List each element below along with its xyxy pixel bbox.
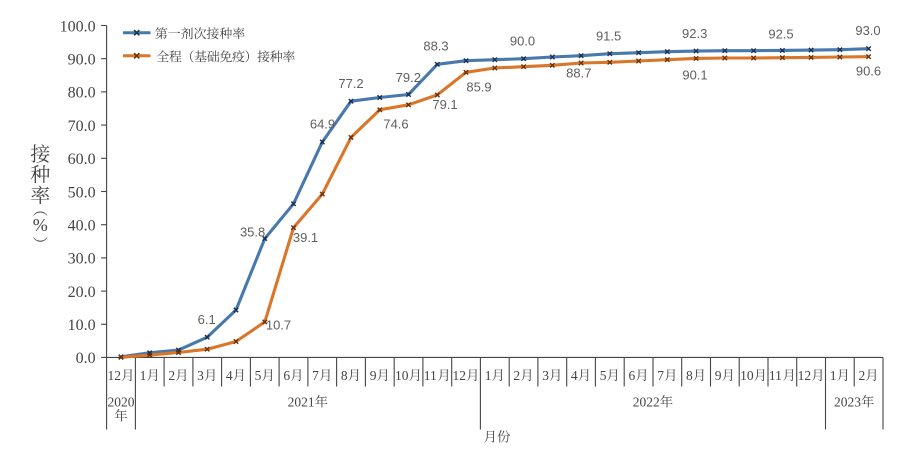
svg-text:100.0: 100.0 bbox=[60, 18, 96, 35]
svg-text:79.1: 79.1 bbox=[432, 97, 457, 112]
svg-text:3: 3 bbox=[542, 368, 549, 383]
svg-text:2: 2 bbox=[513, 368, 520, 383]
svg-text:2021: 2021 bbox=[288, 395, 315, 410]
svg-text:%: % bbox=[33, 215, 48, 235]
svg-text:5: 5 bbox=[255, 368, 262, 383]
svg-text:9: 9 bbox=[715, 368, 722, 383]
svg-text:10.7: 10.7 bbox=[266, 318, 291, 333]
svg-text:70.0: 70.0 bbox=[68, 118, 96, 135]
svg-text:85.9: 85.9 bbox=[466, 79, 491, 94]
svg-text:12: 12 bbox=[798, 368, 812, 383]
svg-text:30.0: 30.0 bbox=[68, 251, 96, 268]
svg-text:3: 3 bbox=[197, 368, 204, 383]
svg-text:2020: 2020 bbox=[108, 395, 135, 410]
svg-text:1: 1 bbox=[485, 368, 492, 383]
svg-text:2: 2 bbox=[168, 368, 175, 383]
svg-text:90.1: 90.1 bbox=[682, 67, 707, 82]
svg-text:8: 8 bbox=[341, 368, 348, 383]
svg-text:2022: 2022 bbox=[633, 395, 660, 410]
svg-text:93.0: 93.0 bbox=[855, 23, 880, 38]
svg-text:88.3: 88.3 bbox=[423, 39, 448, 54]
svg-text:92.3: 92.3 bbox=[682, 26, 707, 41]
svg-text:79.2: 79.2 bbox=[396, 70, 421, 85]
svg-text:2023: 2023 bbox=[834, 395, 861, 410]
svg-text:11: 11 bbox=[424, 368, 437, 383]
svg-text:64.9: 64.9 bbox=[310, 116, 335, 131]
svg-text:4: 4 bbox=[226, 368, 233, 383]
svg-text:77.2: 77.2 bbox=[338, 76, 363, 91]
svg-text:35.8: 35.8 bbox=[240, 225, 265, 240]
svg-text:7: 7 bbox=[312, 368, 319, 383]
svg-text:80.0: 80.0 bbox=[68, 85, 96, 102]
svg-text:7: 7 bbox=[657, 368, 664, 383]
svg-text:50.0: 50.0 bbox=[68, 184, 96, 201]
svg-text:60.0: 60.0 bbox=[68, 151, 96, 168]
svg-text:90.0: 90.0 bbox=[510, 34, 535, 49]
svg-text:12: 12 bbox=[108, 368, 122, 383]
svg-text:4: 4 bbox=[571, 368, 578, 383]
svg-text:10: 10 bbox=[740, 368, 754, 383]
svg-text:12: 12 bbox=[453, 368, 467, 383]
svg-text:6: 6 bbox=[283, 368, 290, 383]
svg-text:2: 2 bbox=[859, 368, 866, 383]
svg-text:90.6: 90.6 bbox=[856, 64, 881, 79]
svg-text:8: 8 bbox=[686, 368, 693, 383]
svg-text:10.0: 10.0 bbox=[68, 317, 96, 334]
svg-text:1: 1 bbox=[140, 368, 147, 383]
svg-text:0.0: 0.0 bbox=[76, 350, 96, 367]
svg-text:74.6: 74.6 bbox=[383, 117, 408, 132]
svg-text:90.0: 90.0 bbox=[68, 52, 96, 69]
svg-text:6: 6 bbox=[629, 368, 636, 383]
svg-text:10: 10 bbox=[395, 368, 409, 383]
svg-text:20.0: 20.0 bbox=[68, 284, 96, 301]
svg-text:1: 1 bbox=[830, 368, 837, 383]
svg-text:40.0: 40.0 bbox=[68, 218, 96, 235]
svg-text:5: 5 bbox=[600, 368, 607, 383]
svg-text:92.5: 92.5 bbox=[768, 27, 793, 42]
svg-text:88.7: 88.7 bbox=[566, 66, 591, 81]
svg-text:9: 9 bbox=[370, 368, 377, 383]
svg-text:11: 11 bbox=[769, 368, 782, 383]
svg-text:91.5: 91.5 bbox=[596, 28, 621, 43]
svg-text:6.1: 6.1 bbox=[198, 312, 216, 327]
svg-text:39.1: 39.1 bbox=[293, 230, 318, 245]
